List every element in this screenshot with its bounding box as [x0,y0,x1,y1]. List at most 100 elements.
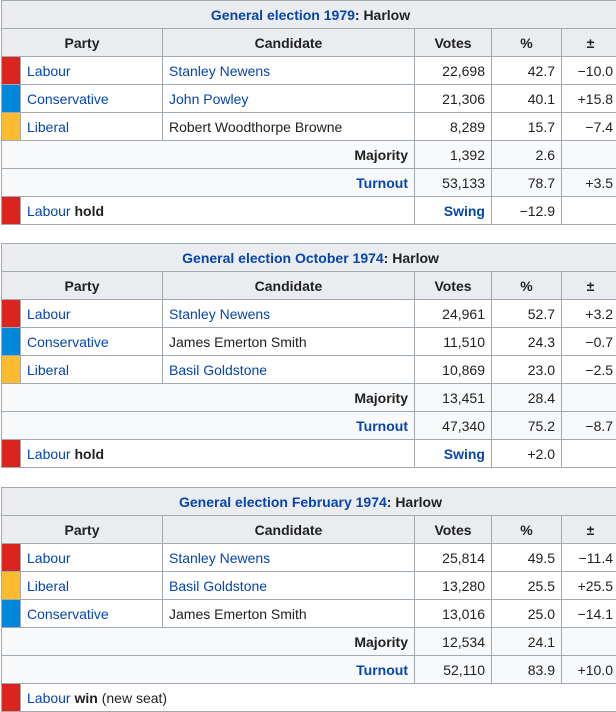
empty-cell [562,197,616,225]
candidate-link[interactable]: Stanley Newens [169,63,270,79]
party-color-swatch [2,113,21,141]
change-cell: −10.0 [562,57,616,85]
election-title-link[interactable]: General election February 1974 [179,494,387,510]
result-party-link[interactable]: Labour [27,446,71,462]
candidate-cell: James Emerton Smith [163,600,415,628]
turnout-label-cell: Turnout [2,656,415,684]
constituency-name: : Harlow [387,494,442,510]
result-row: Labour hold Swing +2.0 [2,440,616,468]
party-cell: Labour [21,300,163,328]
result-cell: Labour hold [21,440,415,468]
percent-cell: 15.7 [492,113,562,141]
change-cell: +15.8 [562,85,616,113]
header-votes: Votes [415,29,492,57]
turnout-change: +10.0 [562,656,616,684]
party-color-swatch [2,544,21,572]
change-cell: −14.1 [562,600,616,628]
party-link[interactable]: Labour [27,63,71,79]
turnout-percent: 78.7 [492,169,562,197]
majority-change [562,384,616,412]
votes-cell: 13,280 [415,572,492,600]
party-link[interactable]: Liberal [27,578,69,594]
table-caption: General election February 1974: Harlow [2,488,616,516]
turnout-link[interactable]: Turnout [356,418,408,434]
percent-cell: 52.7 [492,300,562,328]
table-caption-row: General election October 1974: Harlow [2,244,616,272]
table-caption: General election 1979: Harlow [2,1,616,29]
change-cell: −2.5 [562,356,616,384]
party-link[interactable]: Liberal [27,119,69,135]
majority-votes: 13,451 [415,384,492,412]
votes-cell: 8,289 [415,113,492,141]
header-percent: % [492,272,562,300]
table-caption-row: General election February 1974: Harlow [2,488,616,516]
candidate-link[interactable]: John Powley [169,91,248,107]
candidate-link[interactable]: Stanley Newens [169,306,270,322]
result-party-link[interactable]: Labour [27,203,71,219]
candidate-link[interactable]: Basil Goldstone [169,362,267,378]
party-cell: Liberal [21,572,163,600]
result-party-link[interactable]: Labour [27,690,71,706]
party-link[interactable]: Conservative [27,334,109,350]
candidate-link[interactable]: Basil Goldstone [169,578,267,594]
swing-value: +2.0 [492,440,562,468]
majority-label: Majority [2,141,415,169]
change-cell: −11.4 [562,544,616,572]
turnout-votes: 47,340 [415,412,492,440]
candidate-cell: Stanley Newens [163,544,415,572]
party-cell: Liberal [21,356,163,384]
party-link[interactable]: Labour [27,550,71,566]
candidate-cell: John Powley [163,85,415,113]
candidate-link[interactable]: Stanley Newens [169,550,270,566]
result-cell: Labour win (new seat) [21,684,616,712]
percent-cell: 25.5 [492,572,562,600]
party-cell: Conservative [21,328,163,356]
party-cell: Liberal [21,113,163,141]
change-cell: −7.4 [562,113,616,141]
candidate-cell: Stanley Newens [163,57,415,85]
swing-link[interactable]: Swing [444,203,485,219]
party-link[interactable]: Labour [27,306,71,322]
header-percent: % [492,516,562,544]
party-color-swatch [2,197,21,225]
party-color-swatch [2,300,21,328]
majority-percent: 28.4 [492,384,562,412]
election-title-link[interactable]: General election 1979 [211,7,355,23]
header-party: Party [2,29,163,57]
change-cell: −0.7 [562,328,616,356]
party-link[interactable]: Conservative [27,606,109,622]
party-link[interactable]: Conservative [27,91,109,107]
majority-percent: 24.1 [492,628,562,656]
party-color-swatch [2,356,21,384]
candidate-cell: James Emerton Smith [163,328,415,356]
turnout-change: −8.7 [562,412,616,440]
votes-cell: 25,814 [415,544,492,572]
swing-link[interactable]: Swing [444,446,485,462]
votes-cell: 13,016 [415,600,492,628]
party-link[interactable]: Liberal [27,362,69,378]
turnout-votes: 53,133 [415,169,492,197]
result-note: (new seat) [98,690,167,706]
votes-cell: 22,698 [415,57,492,85]
turnout-link[interactable]: Turnout [356,662,408,678]
result-row: Labour win (new seat) [2,684,616,712]
election-title-link[interactable]: General election October 1974 [182,250,384,266]
candidate-cell: Basil Goldstone [163,356,415,384]
party-color-swatch [2,600,21,628]
empty-cell [562,440,616,468]
percent-cell: 42.7 [492,57,562,85]
majority-votes: 1,392 [415,141,492,169]
result-word: hold [74,446,104,462]
turnout-link[interactable]: Turnout [356,175,408,191]
party-cell: Conservative [21,85,163,113]
